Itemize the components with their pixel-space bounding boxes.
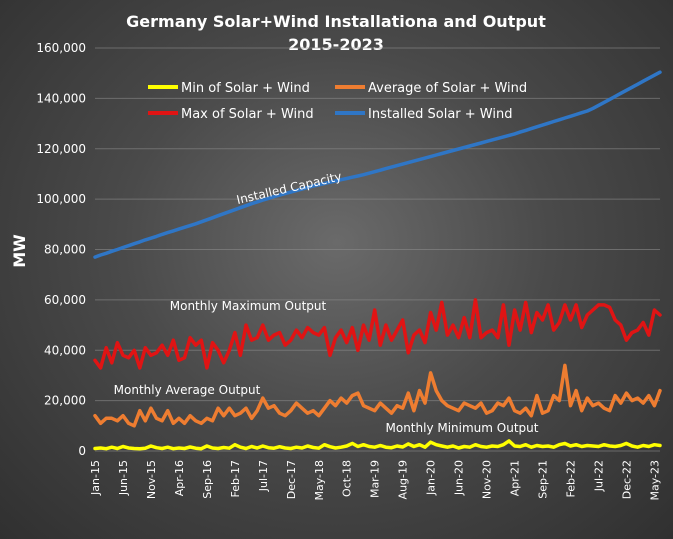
legend-label: Min of Solar + Wind [181,81,310,96]
y-tick-label: 40,000 [44,343,86,357]
x-tick-label: Nov-20 [481,460,494,499]
annotation-max-output: Monthly Maximum Output [170,299,327,313]
x-tick-label: Jun-20 [453,460,466,496]
legend-label: Max of Solar + Wind [181,107,314,122]
annotation-min-output: Monthly Minimum Output [386,421,539,435]
x-tick-labels: Jan-15 Jun-15 Nov-15 Apr-16 Sep-16 Feb-17 Jul-… [89,460,661,501]
x-tick-label: Jul-17 [257,460,270,492]
series-line-average-of-solar-wind [93,363,662,428]
x-tick-label: Jan-20 [425,460,438,496]
x-tick-label: Jan-15 [89,460,102,496]
x-tick-label: Feb-22 [564,460,577,497]
x-tick-label: Feb-17 [229,460,242,497]
legend-label: Installed Solar + Wind [368,107,512,122]
y-tick-label: 160,000 [36,41,86,55]
x-tick-label: Apr-16 [173,460,186,496]
x-tick-label: May-18 [313,460,326,501]
legend-label: Average of Solar + Wind [368,81,527,96]
x-tick-label: Sep-21 [537,460,550,499]
x-tick-label: Aug-19 [397,460,410,499]
y-tick-label: 80,000 [44,243,86,257]
x-tick-label: Oct-18 [341,460,354,497]
y-tick-label: 20,000 [44,394,86,408]
annotation-avg-output: Monthly Average Output [114,383,261,397]
x-tick-label: Sep-16 [201,460,214,499]
legend: Min of Solar + Wind Average of Solar + Wi… [148,81,527,122]
x-tick-label: Apr-21 [509,460,522,496]
y-tick-label: 60,000 [44,293,86,307]
x-tick-label: Jun-15 [117,460,130,496]
x-tick-label: Dec-22 [620,460,633,499]
annotation-installed-capacity: Installed Capacity [235,169,343,207]
y-tick-label: 100,000 [36,192,86,206]
y-tick-label: 120,000 [36,142,86,156]
x-tick-label: Jul-22 [592,460,605,492]
series-line-installed-solar-wind [93,70,662,259]
x-tick-label: Nov-15 [145,460,158,499]
y-tick-label: 140,000 [36,91,86,105]
series-line-min-of-solar-wind [93,439,662,451]
x-tick-label: May-23 [648,460,661,501]
x-tick-label: Dec-17 [285,460,298,499]
series [93,70,662,451]
chart-title-line1: Germany Solar+Wind Installationa and Out… [126,12,546,31]
y-tick-label: 0 [78,444,86,458]
series-line-max-of-solar-wind [93,298,662,370]
grid [95,47,660,452]
x-tick-label: Mar-19 [369,460,382,498]
y-axis-label: MW [10,234,29,268]
chart-title-line2: 2015-2023 [288,35,384,54]
y-tick-labels: 0 20,000 40,000 60,000 80,000 100,000 120,000 1… [36,41,86,458]
